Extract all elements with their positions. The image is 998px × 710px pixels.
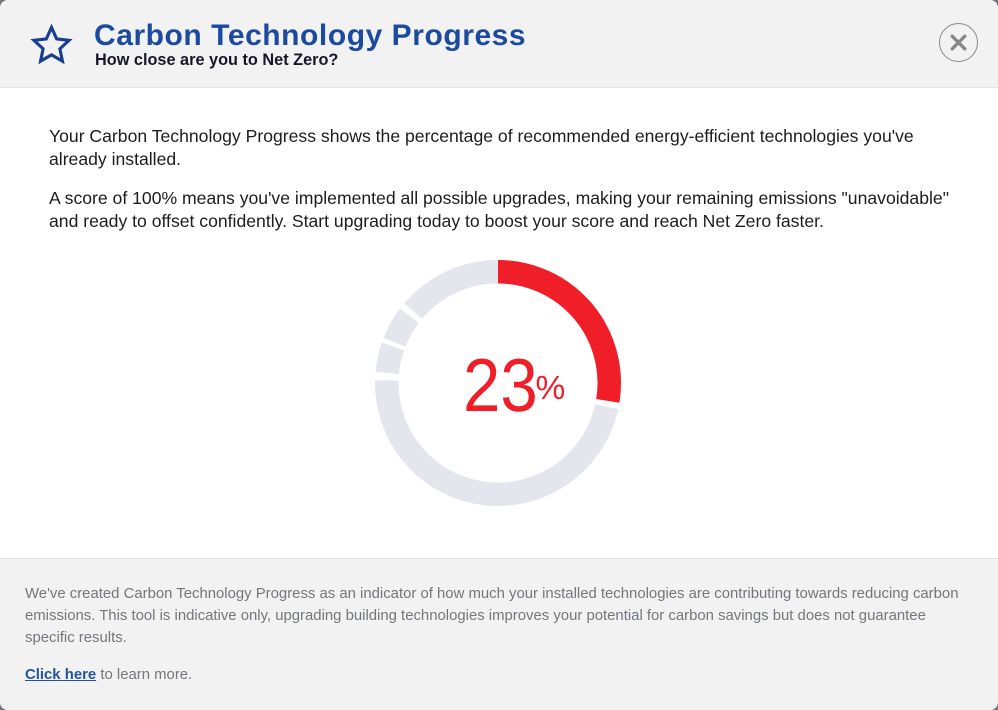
- svg-text:23: 23: [463, 343, 538, 427]
- svg-text:%: %: [536, 370, 566, 407]
